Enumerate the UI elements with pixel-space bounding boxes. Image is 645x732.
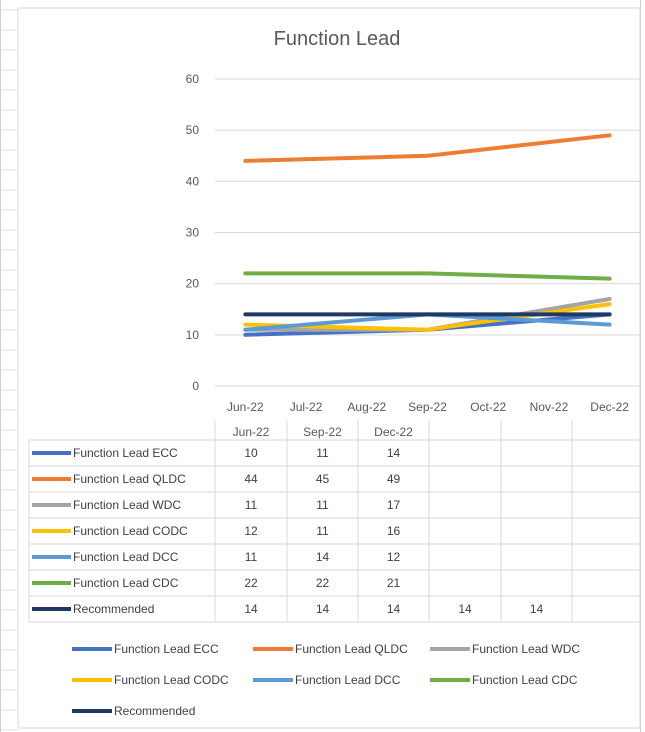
x-tick-label: Aug-22 (347, 400, 386, 414)
table-cell: 11 (245, 498, 258, 512)
table-column-header: Sep-22 (303, 425, 342, 439)
series-line (243, 133, 612, 163)
table-cell: 11 (245, 550, 258, 564)
series-line (243, 271, 612, 281)
x-tick-label: Oct-22 (470, 400, 506, 414)
table-cell: 14 (387, 446, 401, 460)
table-cell: 22 (244, 576, 258, 590)
y-tick-label: 40 (186, 174, 200, 188)
table-column-header: Dec-22 (374, 425, 413, 439)
table-cell: 11 (316, 524, 329, 538)
data-table: Jun-22 Sep-22 Dec-22 Function Lead ECC 10 11 1… (28, 420, 641, 623)
legend-label: Function Lead ECC (114, 642, 219, 656)
chart-title: Function Lead (274, 28, 401, 50)
table-cell: 11 (316, 446, 329, 460)
table-cell: 14 (244, 602, 258, 616)
table-column-header: Jun-22 (233, 425, 270, 439)
x-tick-label: Jun-22 (227, 400, 264, 414)
table-cell: 12 (244, 524, 258, 538)
legend: Function Lead ECC Function Lead QLDC Funct… (72, 642, 580, 718)
legend-label: Function Lead QLDC (295, 642, 408, 656)
table-row-label: Function Lead ECC (73, 446, 178, 460)
y-tick-label: 20 (186, 277, 200, 291)
legend-label: Function Lead CODC (114, 673, 229, 687)
x-axis: Jun-22 Jul-22 Aug-22 Sep-22 Oct-22 Nov-22 Dec-… (227, 400, 629, 414)
x-tick-label: Jul-22 (290, 400, 323, 414)
table-row-label: Function Lead CODC (73, 524, 188, 538)
table-cell: 14 (316, 602, 330, 616)
y-tick-label: 30 (186, 226, 200, 240)
table-cell: 22 (316, 576, 330, 590)
x-tick-label: Nov-22 (530, 400, 569, 414)
y-tick-label: 60 (186, 72, 200, 86)
plot-area (243, 133, 612, 337)
x-tick-label: Dec-22 (590, 400, 629, 414)
table-cell: 10 (244, 446, 258, 460)
legend-label: Function Lead WDC (472, 642, 580, 656)
table-cell: 11 (316, 498, 329, 512)
table-cell: 49 (387, 472, 401, 486)
table-row-label: Function Lead WDC (73, 498, 181, 512)
legend-label: Function Lead CDC (472, 673, 578, 687)
y-tick-label: 0 (192, 379, 199, 393)
table-cell: 12 (387, 550, 401, 564)
x-tick-label: Sep-22 (408, 400, 447, 414)
y-tick-label: 50 (186, 123, 200, 137)
table-cell: 44 (244, 472, 258, 486)
table-row-label: Function Lead CDC (73, 576, 179, 590)
table-cell: 14 (458, 602, 472, 616)
chart-area[interactable] (17, 7, 641, 729)
table-cell: 45 (316, 472, 330, 486)
table-row-label: Recommended (73, 602, 154, 616)
table-cell: 14 (316, 550, 330, 564)
legend-label: Function Lead DCC (295, 673, 401, 687)
table-cell: 21 (387, 576, 401, 590)
legend-label: Recommended (114, 704, 195, 718)
y-tick-label: 10 (186, 328, 200, 342)
table-cell: 14 (387, 602, 401, 616)
table-cell: 14 (530, 602, 544, 616)
table-row-label: Function Lead QLDC (73, 472, 186, 486)
table-cell: 17 (387, 498, 401, 512)
table-cell: 16 (387, 524, 401, 538)
table-row-label: Function Lead DCC (73, 550, 179, 564)
y-axis: 0 10 20 30 40 50 60 (186, 72, 640, 393)
